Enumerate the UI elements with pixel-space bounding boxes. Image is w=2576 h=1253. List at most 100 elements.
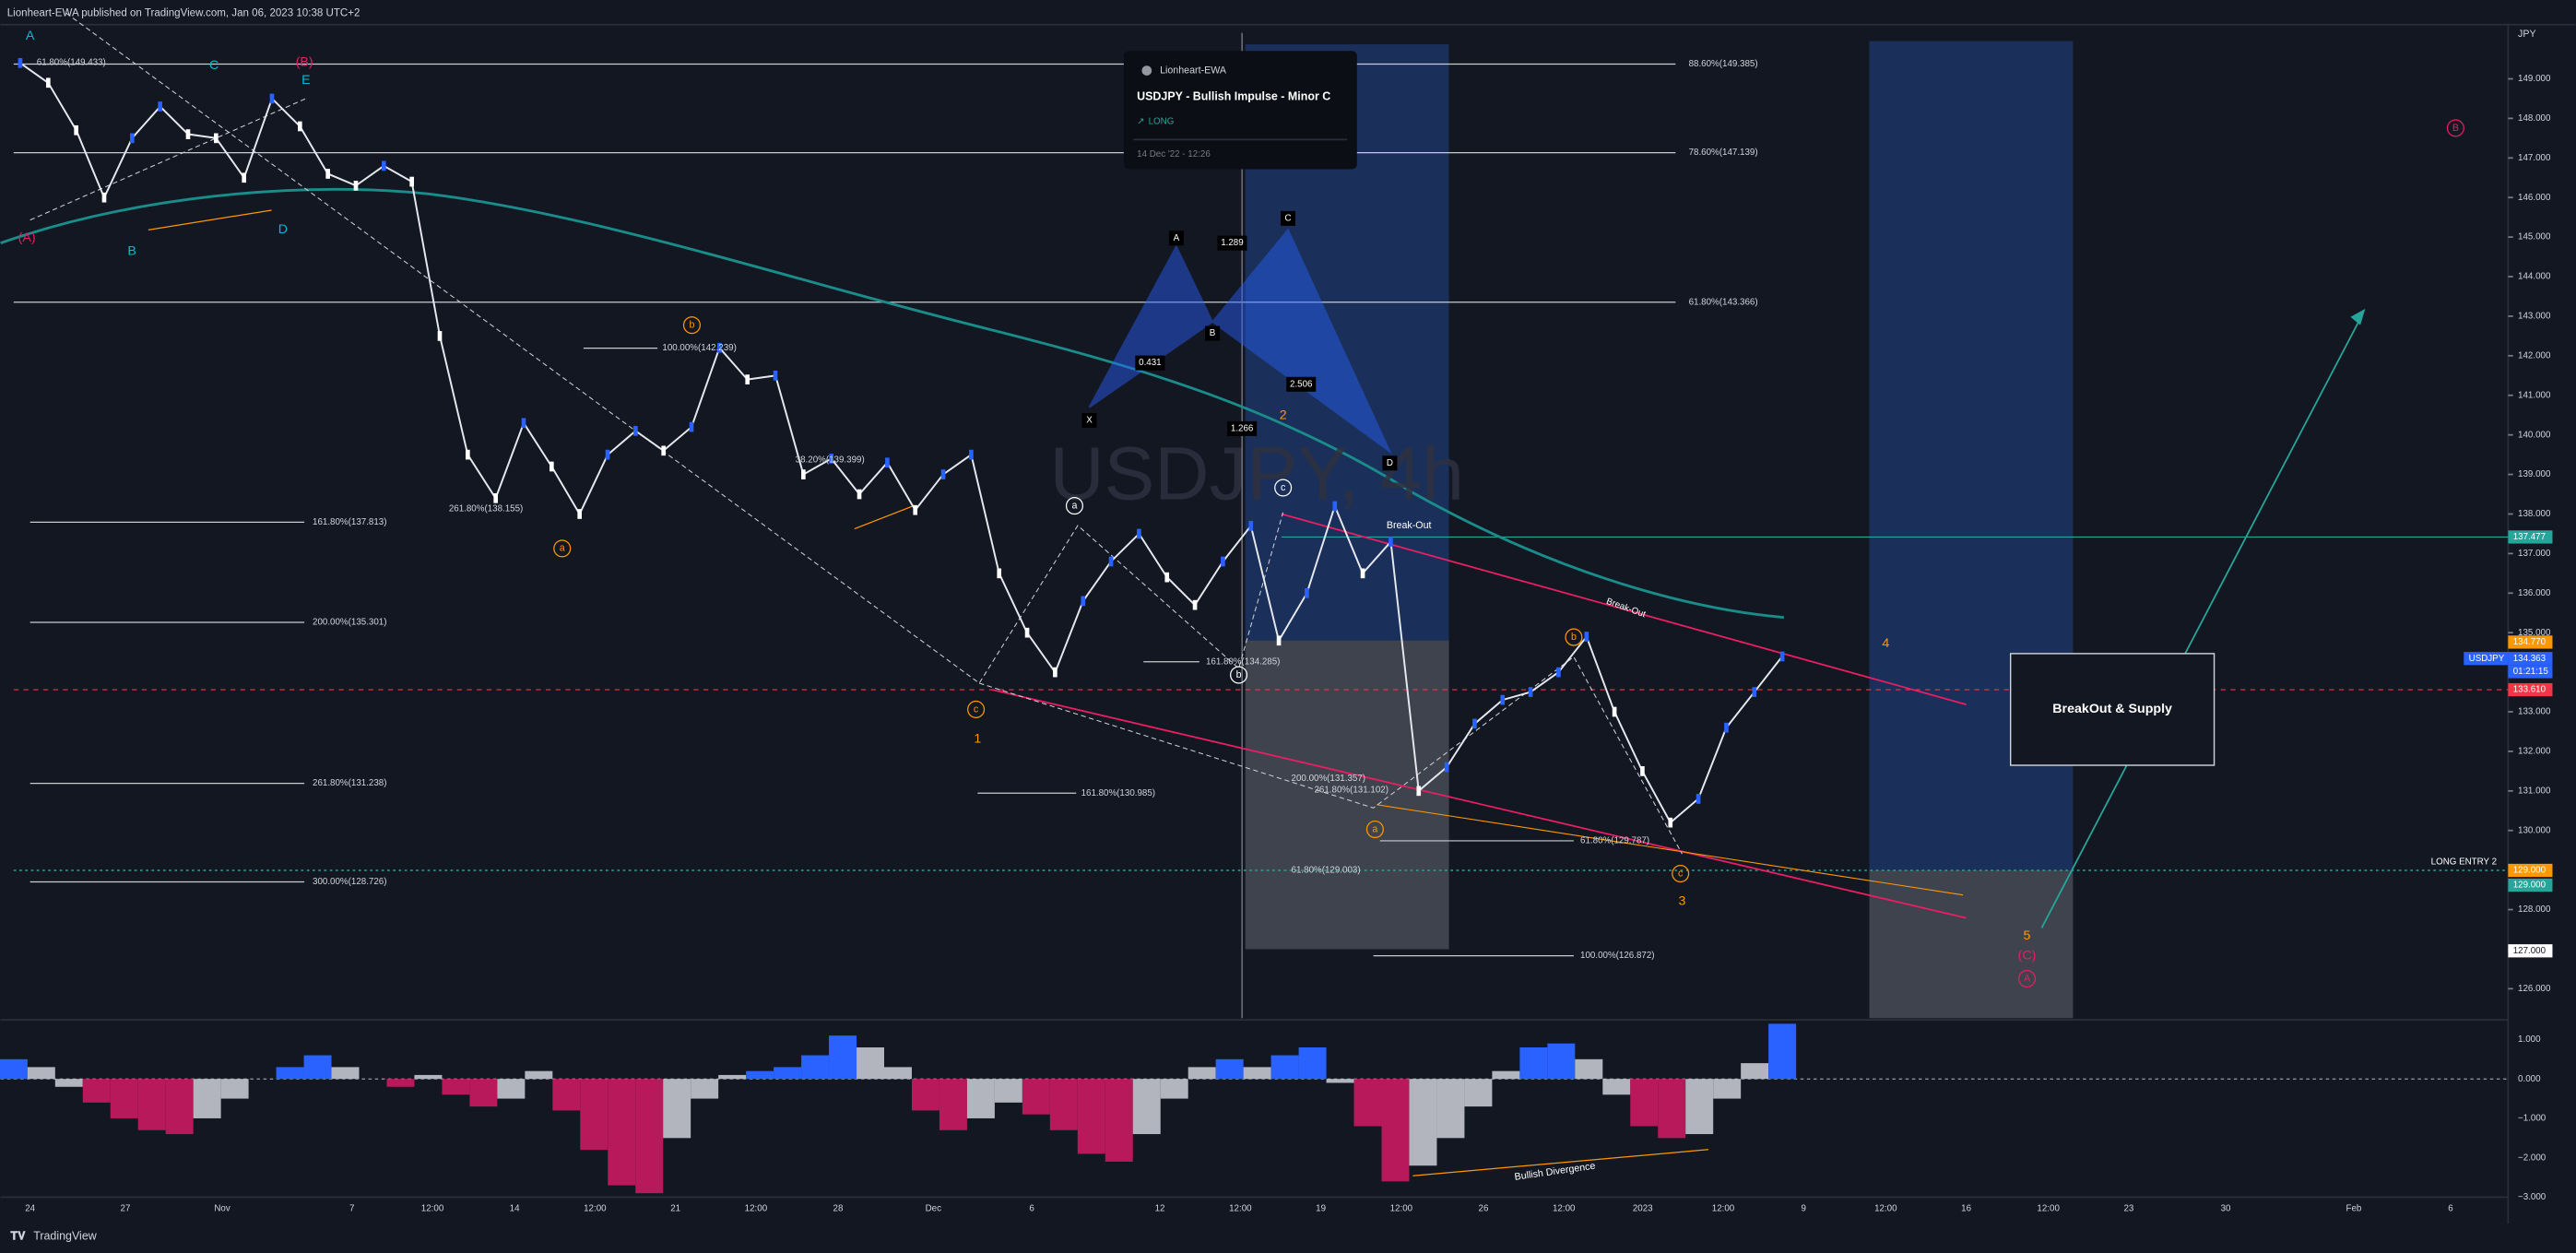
wave-label: B bbox=[2452, 123, 2459, 134]
price-candle bbox=[129, 133, 135, 144]
wave-label: b bbox=[1571, 632, 1577, 643]
price-tick-label: 140.000 bbox=[2518, 430, 2551, 440]
time-label: 19 bbox=[1316, 1204, 1326, 1214]
harmonic-box bbox=[1382, 455, 1398, 471]
price-tick-label: 141.000 bbox=[2518, 390, 2551, 400]
stop-zone bbox=[1869, 869, 2074, 1019]
osc-bar bbox=[1132, 1079, 1161, 1135]
price-tick-label: 144.000 bbox=[2518, 272, 2551, 282]
wave-label: B bbox=[127, 243, 136, 258]
price-candle bbox=[298, 121, 302, 132]
time-label: 12 bbox=[1155, 1204, 1165, 1214]
price-candle bbox=[1192, 599, 1198, 610]
osc-bar bbox=[1270, 1055, 1299, 1080]
trend-line bbox=[992, 689, 1967, 919]
time-label: 12:00 bbox=[584, 1204, 607, 1214]
price-badge-label: 127.000 bbox=[2513, 946, 2546, 956]
harmonic-label: A bbox=[1174, 233, 1180, 243]
wave-circle bbox=[1065, 497, 1083, 515]
price-badge bbox=[2508, 652, 2553, 666]
time-label: 16 bbox=[1961, 1204, 1971, 1214]
osc-tick-label: −1.000 bbox=[2518, 1114, 2546, 1124]
osc-bar bbox=[525, 1070, 553, 1080]
osc-bar bbox=[303, 1055, 332, 1080]
harmonic-label: 1.289 bbox=[1221, 238, 1243, 248]
price-candle bbox=[269, 93, 275, 104]
price-tick-label: 130.000 bbox=[2518, 825, 2551, 835]
price-candle bbox=[18, 57, 23, 68]
wave-label: 4 bbox=[1882, 636, 1889, 651]
time-label: 12:00 bbox=[745, 1204, 768, 1214]
osc-bar bbox=[165, 1079, 194, 1135]
stop-zone bbox=[1245, 640, 1449, 950]
osc-bar bbox=[1713, 1079, 1742, 1099]
osc-bar bbox=[276, 1067, 304, 1080]
price-candle bbox=[1276, 635, 1282, 646]
osc-bar bbox=[137, 1079, 166, 1130]
price-candle bbox=[1416, 786, 1422, 797]
osc-bar bbox=[1630, 1079, 1659, 1127]
price-candle bbox=[1108, 556, 1114, 567]
osc-bar bbox=[635, 1079, 664, 1194]
osc-bar bbox=[1436, 1079, 1465, 1139]
price-candle bbox=[1779, 651, 1785, 662]
wave-label: 3 bbox=[1679, 894, 1686, 909]
price-candle bbox=[1752, 687, 1757, 697]
harmonic-label: 1.266 bbox=[1231, 423, 1254, 433]
price-candle bbox=[689, 421, 694, 432]
price-candle bbox=[1221, 556, 1225, 567]
price-candle bbox=[1528, 687, 1533, 697]
harmonic-label: B bbox=[1210, 328, 1216, 338]
osc-bar bbox=[414, 1074, 443, 1080]
wave-label: D bbox=[278, 222, 288, 237]
harmonic-box bbox=[1280, 210, 1296, 226]
fib-label: 300.00%(128.726) bbox=[313, 877, 387, 887]
osc-bar bbox=[1741, 1063, 1769, 1080]
wave-circle bbox=[682, 316, 701, 335]
time-label: 6 bbox=[2448, 1204, 2453, 1214]
time-label: 28 bbox=[833, 1204, 844, 1214]
supply-box bbox=[2009, 653, 2216, 766]
price-badge-label: 134.363 bbox=[2513, 654, 2546, 664]
price-candle bbox=[940, 469, 946, 479]
footer-logo: 𝐓𝐕 bbox=[10, 1229, 26, 1242]
osc-bar bbox=[1575, 1058, 1603, 1080]
osc-bar bbox=[939, 1079, 967, 1130]
price-tick-label: 135.000 bbox=[2518, 628, 2551, 638]
price-badge bbox=[2464, 652, 2509, 666]
fib-label: 38.20%(139.399) bbox=[796, 455, 865, 465]
price-candle bbox=[409, 176, 414, 187]
price-candle bbox=[717, 342, 722, 353]
harmonic-label: X bbox=[1086, 416, 1093, 426]
wave-label: b bbox=[1236, 669, 1242, 680]
price-candle bbox=[745, 374, 750, 384]
harmonic-label: D bbox=[1387, 458, 1393, 468]
price-candle bbox=[1305, 587, 1309, 598]
trend-line bbox=[1281, 513, 1967, 705]
osc-bar bbox=[469, 1079, 498, 1107]
osc-bar bbox=[193, 1079, 221, 1118]
price-candle bbox=[325, 169, 330, 179]
harmonic-label: 0.431 bbox=[1139, 358, 1161, 368]
price-candle bbox=[1444, 762, 1449, 773]
osc-bar bbox=[27, 1067, 55, 1080]
price-candle bbox=[242, 172, 246, 183]
fib-label: 161.80%(130.985) bbox=[1081, 788, 1156, 798]
harmonic-box bbox=[1217, 235, 1247, 251]
wave-circle bbox=[967, 700, 986, 718]
wave-circle bbox=[1230, 666, 1248, 684]
time-label: Dec bbox=[926, 1204, 942, 1214]
harmonic-box bbox=[1205, 325, 1221, 341]
price-candle bbox=[101, 192, 107, 203]
fib-label: 78.60%(147.139) bbox=[1689, 148, 1758, 158]
time-label: 14 bbox=[510, 1204, 520, 1214]
price-candle bbox=[1500, 694, 1506, 705]
price-candle bbox=[466, 449, 470, 460]
time-label: 27 bbox=[121, 1204, 131, 1214]
time-label: 30 bbox=[2221, 1204, 2231, 1214]
fib-label: 261.80%(131.238) bbox=[313, 778, 387, 788]
fib-label: 100.00%(126.872) bbox=[1580, 951, 1655, 961]
watermark: USDJPY, 4h bbox=[1050, 432, 1464, 516]
price-candle bbox=[1332, 501, 1338, 512]
